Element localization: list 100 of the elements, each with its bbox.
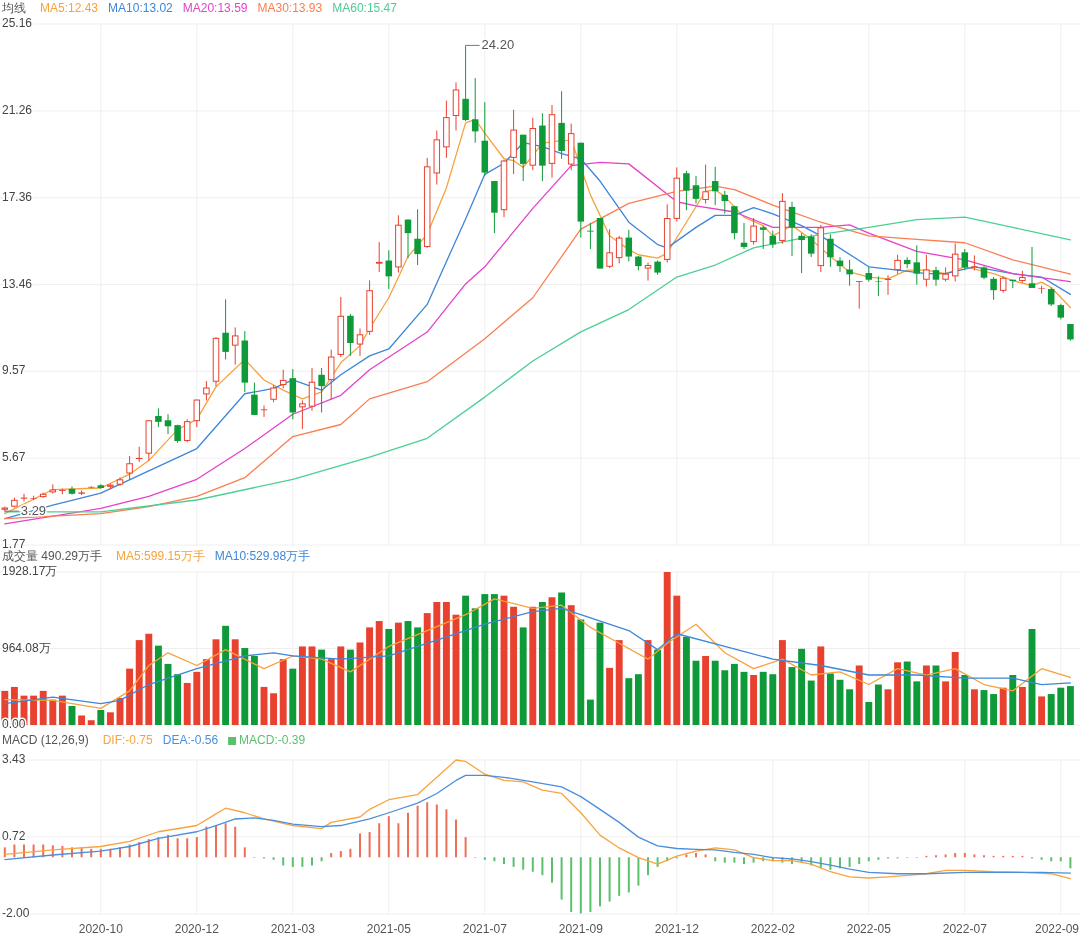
legend-title: MACD (12,26,9)	[2, 733, 89, 748]
candlestick	[961, 248, 969, 271]
candlestick	[846, 259, 853, 287]
bar	[282, 857, 285, 866]
bar	[215, 825, 217, 858]
y-tick-label: -2.00	[2, 906, 30, 921]
bar	[298, 646, 306, 725]
bar	[733, 857, 736, 863]
bar	[366, 627, 374, 725]
y-tick-label: 3.43	[2, 752, 26, 767]
candlestick	[894, 254, 901, 275]
bar	[1059, 857, 1062, 862]
bar	[551, 857, 553, 883]
candlestick	[827, 233, 834, 268]
bar	[1009, 675, 1017, 725]
x-tick-label: 2020-12	[174, 922, 220, 937]
bar	[663, 572, 671, 725]
bar	[375, 621, 383, 725]
x-tick-label: 2020-10	[78, 922, 124, 937]
bar	[289, 668, 297, 725]
bar	[798, 648, 806, 725]
text: MA10:13.02	[108, 1, 174, 16]
bar	[634, 674, 642, 725]
bar	[193, 671, 201, 725]
bar	[349, 848, 352, 858]
candlestick	[279, 369, 287, 389]
candlestick	[1028, 246, 1036, 289]
bar	[999, 687, 1007, 725]
candlestick	[913, 244, 921, 286]
bar	[608, 857, 611, 902]
candlestick	[155, 407, 162, 428]
text: MA20:13.59	[182, 1, 248, 16]
bar	[1038, 696, 1046, 725]
bar	[951, 652, 959, 725]
candlestick	[923, 254, 930, 288]
bar	[416, 805, 419, 858]
bar	[39, 690, 47, 725]
candlestick	[260, 405, 268, 418]
bar	[615, 640, 623, 725]
candlestick	[759, 225, 767, 250]
candlestick	[711, 166, 719, 206]
bar	[973, 854, 976, 858]
bar	[87, 720, 95, 725]
bar	[711, 660, 719, 725]
bar	[1040, 857, 1043, 860]
candlestick	[327, 349, 335, 401]
bar	[586, 699, 594, 725]
bar	[877, 857, 880, 860]
bar	[961, 675, 969, 725]
bar	[1057, 687, 1065, 725]
bar	[874, 684, 882, 725]
x-tick-label: 2021-03	[270, 922, 316, 937]
y-tick-label: 21.26	[2, 103, 33, 118]
x-tick-label: 2021-05	[366, 922, 412, 937]
candlestick	[750, 217, 757, 246]
bar	[704, 854, 707, 858]
bar	[243, 847, 246, 858]
bar	[903, 661, 911, 725]
x-tick-label: 2021-07	[462, 922, 508, 937]
candlestick	[308, 367, 316, 412]
x-tick-label: 2022-02	[750, 922, 796, 937]
bar	[126, 668, 134, 725]
bar	[337, 646, 345, 725]
candlestick	[356, 327, 364, 357]
bar	[490, 594, 498, 725]
bar	[49, 699, 57, 725]
text: MA5:599.15万手	[116, 549, 205, 564]
bar	[510, 606, 518, 725]
bar	[445, 809, 448, 858]
bar	[558, 592, 566, 725]
bar	[58, 695, 66, 725]
y-tick-label: 17.36	[2, 189, 33, 204]
bar	[272, 857, 275, 860]
bar	[1047, 694, 1055, 725]
candlestick	[606, 228, 613, 269]
bar	[519, 627, 527, 725]
text: DEA:-0.56	[162, 733, 219, 748]
x-tick-label: 2022-09	[1034, 922, 1080, 937]
bar	[807, 680, 815, 725]
bar	[579, 857, 582, 914]
y-tick-label: 5.67	[2, 450, 26, 465]
bar	[858, 857, 861, 865]
bar	[78, 715, 86, 725]
bar	[567, 605, 575, 725]
bar	[654, 649, 662, 725]
bar	[560, 857, 563, 900]
bar	[205, 826, 208, 858]
bar	[730, 663, 738, 725]
bar	[599, 857, 601, 907]
bar	[759, 671, 767, 725]
candlestick	[615, 235, 623, 264]
bar	[817, 646, 825, 725]
x-tick-label: 2021-12	[654, 922, 700, 937]
bar	[435, 804, 438, 858]
candlestick	[299, 399, 306, 430]
bar	[442, 602, 450, 725]
bar	[750, 675, 758, 725]
bar	[702, 655, 710, 725]
candlestick	[251, 382, 258, 416]
bar	[3, 847, 6, 858]
